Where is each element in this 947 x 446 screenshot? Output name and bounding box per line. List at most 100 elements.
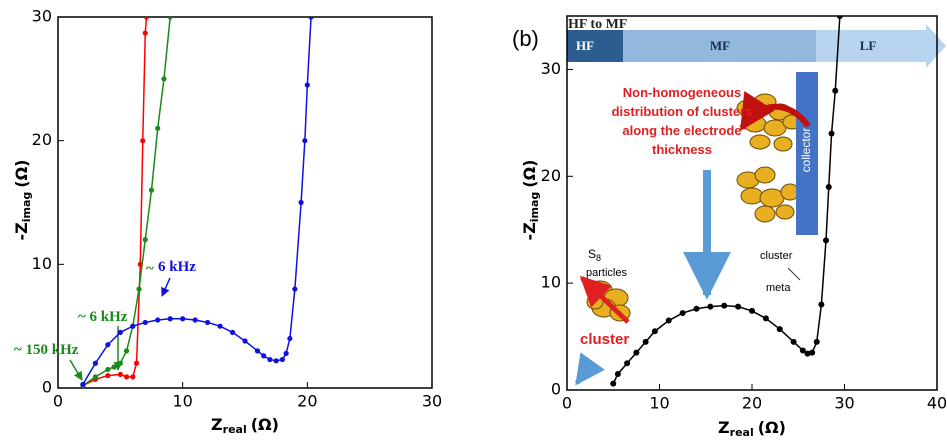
data-point (308, 17, 314, 20)
data-point (749, 307, 755, 314)
data-point (287, 335, 293, 342)
label-main: Z (211, 415, 223, 434)
data-point (693, 305, 700, 312)
annotation-sub: 8 (596, 253, 601, 263)
label-sub: imag (528, 192, 541, 223)
annotation-text: S (588, 247, 596, 261)
data-point (130, 374, 136, 380)
x-tick-label: 40 (927, 394, 947, 413)
label-sub: imag (20, 192, 33, 223)
y-tick-label: 10 (541, 273, 561, 292)
annotation: along the electrode (622, 123, 741, 138)
data-point (823, 237, 829, 244)
data-point (832, 87, 839, 94)
data-point (123, 348, 130, 354)
annotation: ~ (146, 261, 154, 277)
series-line (82, 17, 171, 387)
data-point (117, 371, 123, 377)
data-point (721, 302, 728, 309)
annotation: cluster (580, 331, 629, 348)
data-point (790, 338, 797, 345)
data-point (267, 356, 273, 363)
annotation: LF (860, 38, 877, 53)
annotation: thickness (652, 142, 712, 157)
x-tick-label: 30 (422, 392, 442, 411)
data-point (302, 138, 308, 144)
data-point (261, 353, 267, 359)
data-point (804, 350, 811, 357)
label-unit: (Ω) (251, 415, 279, 434)
y-tick-label: 10 (32, 254, 52, 273)
data-point (242, 338, 248, 344)
data-point (167, 316, 173, 322)
blue-arrow (574, 352, 605, 386)
annotation: meta (766, 282, 791, 294)
annotation-text: Non-homogeneous (623, 85, 741, 100)
x-tick-label: 20 (742, 394, 762, 413)
annotation-text: collector (799, 128, 813, 173)
x-tick-label: 20 (297, 392, 317, 411)
annotation-text: LF (860, 38, 877, 53)
label-sub: real (730, 426, 754, 439)
data-point (105, 373, 111, 379)
x-tick-label: 0 (562, 394, 572, 413)
data-point (161, 76, 167, 82)
x-tick-label: 30 (834, 394, 854, 413)
data-point (105, 366, 111, 373)
data-point (665, 317, 672, 324)
annotation-text: cluster (760, 250, 793, 262)
annotation: ~ 150 kHz (14, 342, 79, 358)
data-point (828, 130, 835, 137)
data-point (610, 380, 617, 387)
annotation: (b) (512, 26, 539, 51)
data-point (155, 317, 161, 323)
data-point (679, 310, 686, 317)
data-point (142, 319, 148, 326)
label-main: -Z (520, 222, 539, 240)
data-point (117, 360, 123, 366)
data-point (192, 317, 198, 323)
series-line (82, 17, 148, 387)
data-point (799, 347, 806, 354)
data-point (111, 364, 117, 370)
data-point (776, 326, 783, 333)
label-unit: (Ω) (520, 159, 539, 187)
data-point (180, 316, 186, 322)
annotation: collector (799, 128, 813, 173)
annotation: S8 (588, 247, 601, 263)
data-point (133, 360, 140, 366)
annotation-arrow (69, 359, 83, 381)
data-point (283, 350, 289, 356)
annotation-text: particles (586, 267, 627, 279)
annotation: MF (710, 38, 730, 53)
annotation-arrow (161, 277, 171, 297)
x-tick-label: 10 (649, 394, 669, 413)
label-unit: (Ω) (758, 418, 786, 437)
axis-label: Zreal (Ω) (211, 415, 279, 437)
annotation-text: thickness (652, 142, 712, 157)
y-tick-label: 20 (32, 130, 52, 149)
y-tick-label: 30 (541, 59, 561, 78)
data-point (707, 303, 714, 310)
annotation-text: distribution of clusters (612, 104, 753, 119)
annotation: HF (576, 38, 594, 53)
red-arrow (579, 275, 630, 324)
annotation-text: ~ (146, 261, 154, 277)
data-point (624, 360, 631, 367)
annotation-text: meta (766, 282, 791, 294)
plot-frame (57, 16, 433, 389)
annotation-text: HF to MF (568, 17, 627, 32)
annotation: cluster (760, 250, 793, 262)
data-point (836, 16, 843, 19)
y-tick-label: 0 (42, 378, 52, 397)
data-point (633, 349, 640, 356)
data-point (105, 342, 111, 348)
annotation: Non-homogeneous (623, 85, 741, 100)
data-point (80, 381, 86, 387)
data-point (735, 303, 742, 310)
data-point (130, 323, 136, 329)
data-point (651, 328, 658, 335)
data-point (136, 286, 142, 292)
curved-arrow (739, 91, 811, 132)
